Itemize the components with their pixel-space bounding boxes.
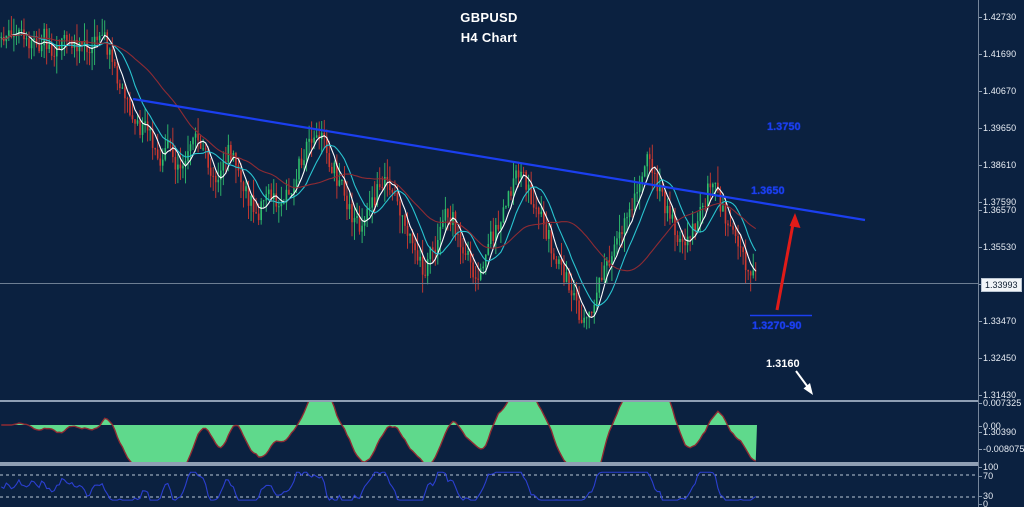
- price-tick-10: 1.32450: [978, 353, 1017, 363]
- chart-title: GBPUSD H4 Chart: [0, 8, 978, 48]
- price-tick-4: 1.38610: [978, 160, 1017, 170]
- macd-tick-1: 0.00: [979, 421, 1001, 431]
- price-tick-6: 1.36570: [978, 205, 1017, 215]
- price-tick-5: 1.37590: [978, 197, 1017, 207]
- price-scale[interactable]: 1.42730 1.41690 1.40670 1.39650 1.38610 1.375…: [978, 0, 1024, 507]
- moving-average-2: [1, 33, 757, 272]
- rsi-tick-30: 30: [978, 491, 994, 501]
- price-panel[interactable]: GBPUSD H4 Chart 1.3750 1.3650 1.3270-90 …: [0, 0, 978, 398]
- rsi-svg: [0, 471, 978, 501]
- price-tick-12: 1.30390: [978, 427, 1017, 437]
- moving-average-0: [1, 32, 757, 319]
- rsi-panel[interactable]: [0, 464, 978, 507]
- price-tick-9: 1.33470: [978, 316, 1017, 326]
- price-tick-2: 1.40670: [978, 86, 1017, 96]
- bull-arrow-icon: [775, 213, 801, 311]
- price-candles-svg: [0, 16, 978, 395]
- oscillator-svg: [0, 402, 757, 462]
- symbol-label: GBPUSD: [460, 10, 518, 25]
- macd-tick-0: 0.007325: [978, 398, 1022, 408]
- moving-average-1: [1, 33, 757, 307]
- macd-tick-2: -0.008075: [978, 444, 1024, 454]
- support-zone-label: 1.3270-90: [752, 320, 802, 332]
- rsi-tick-70: 70: [978, 471, 994, 481]
- oscillator-panel[interactable]: [0, 400, 978, 464]
- price-tick-3: 1.39650: [978, 123, 1017, 133]
- bear-arrow-icon: [795, 370, 813, 395]
- timeframe-label: H4 Chart: [460, 30, 518, 45]
- resistance-upper-label: 1.3750: [767, 121, 801, 133]
- downside-target-label: 1.3160: [766, 358, 800, 370]
- resistance-trendline-label: 1.3650: [751, 185, 785, 197]
- downtrend-resistance-line[interactable]: [132, 97, 866, 222]
- price-tick-0: 1.42730: [978, 12, 1017, 22]
- current-price-tag: 1.33993: [981, 278, 1022, 292]
- price-tick-7: 1.35530: [978, 242, 1017, 252]
- price-tick-1: 1.41690: [978, 49, 1017, 59]
- rsi-tick-0: 0: [978, 499, 989, 507]
- rsi-tick-100: 100: [978, 462, 999, 472]
- price-tick-11: 1.31430: [978, 390, 1017, 400]
